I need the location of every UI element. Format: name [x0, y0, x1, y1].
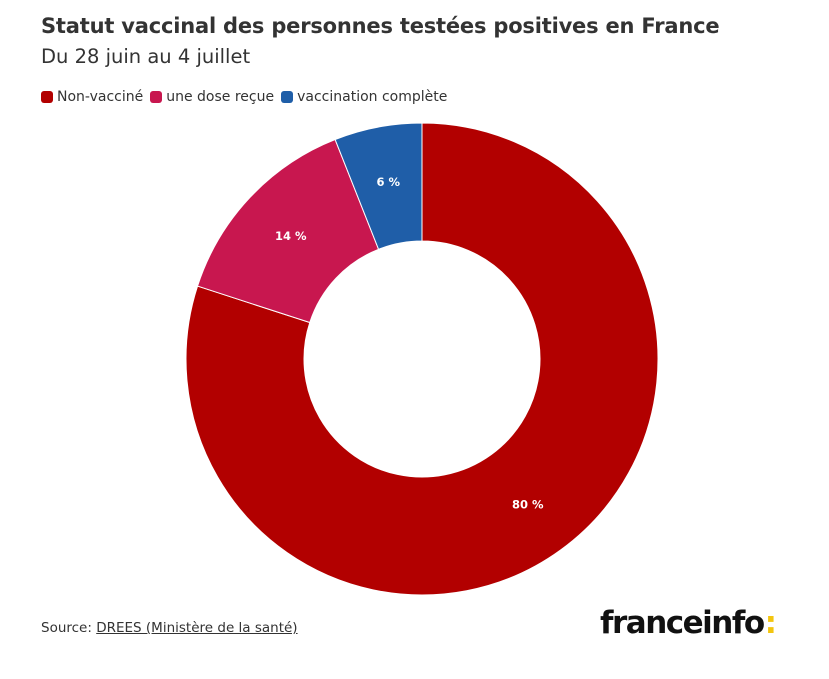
legend-item-une-dose[interactable]: une dose reçue: [150, 89, 274, 105]
slice-non-vaccine[interactable]: [185, 122, 659, 596]
legend-label: vaccination complète: [297, 89, 448, 105]
donut-labels: 80 % 14 % 6 %: [275, 175, 544, 511]
legend-swatch: [41, 91, 53, 103]
chart-title: Statut vaccinal des personnes testées po…: [41, 14, 720, 38]
logo-text: franceinfo: [600, 605, 765, 641]
legend-swatch: [150, 91, 163, 103]
slice-label: 14 %: [275, 229, 307, 243]
slice-label: 80 %: [512, 498, 544, 512]
legend-item-non-vaccine[interactable]: Non-vacciné: [41, 89, 143, 105]
slice-vaccination-complete[interactable]: [334, 122, 423, 250]
chart-subtitle: Du 28 juin au 4 juillet: [41, 45, 251, 68]
donut-slices: [185, 122, 659, 596]
source-line: Source: DREES (Ministère de la santé): [41, 620, 298, 636]
source-prefix: Source:: [41, 620, 97, 636]
logo-colon: :: [764, 605, 777, 641]
legend-label: Non-vacciné: [57, 89, 144, 105]
source-link[interactable]: DREES (Ministère de la santé): [96, 620, 298, 636]
slice-label: 6 %: [377, 175, 401, 189]
chart-legend: Non-vacciné une dose reçue vaccination c…: [41, 89, 454, 105]
slice-une-dose[interactable]: [196, 138, 380, 324]
legend-item-vaccination-complete[interactable]: vaccination complète: [281, 89, 447, 105]
legend-swatch: [281, 91, 294, 103]
legend-label: une dose reçue: [166, 89, 275, 105]
franceinfo-logo: franceinfo:: [600, 605, 777, 641]
